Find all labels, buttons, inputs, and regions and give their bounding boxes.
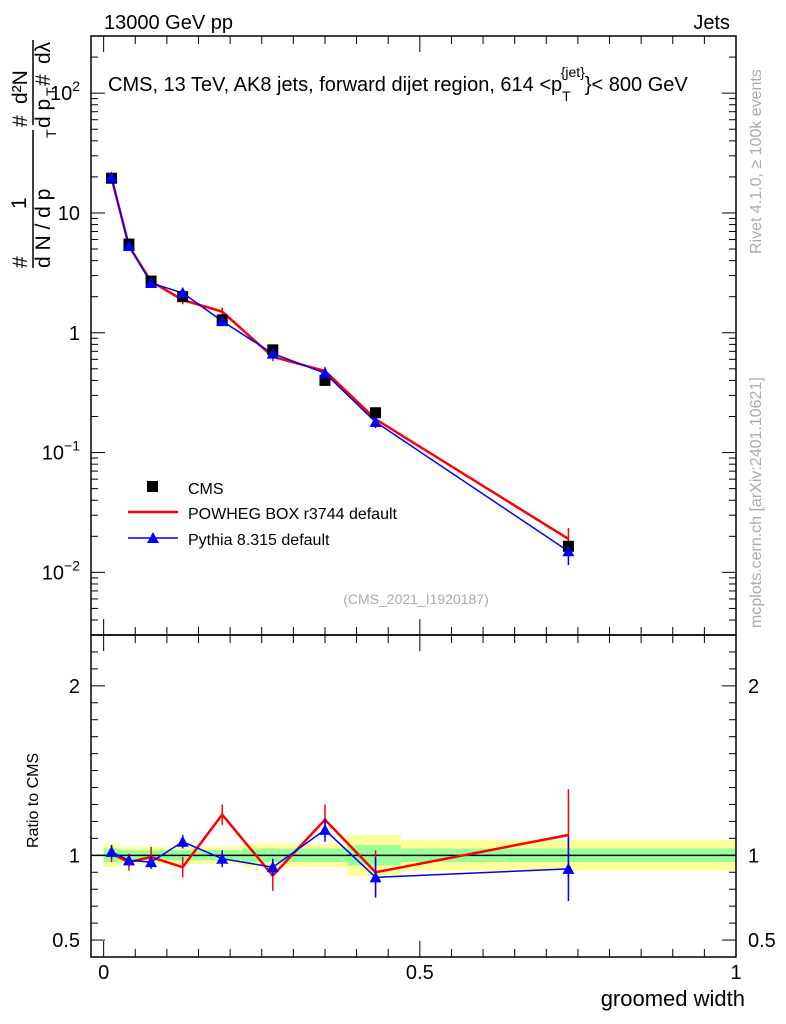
legend-cms-marker	[147, 481, 158, 492]
ratio-pythia-point-5	[266, 861, 279, 873]
ylabel-dn: d N / d p	[32, 189, 55, 268]
main-ytick-label-1: 10−1	[42, 438, 80, 465]
ratio-pythia-point-6	[318, 823, 331, 835]
ylabel-d2n: d²N	[9, 70, 32, 104]
ylabel-dp: d p	[32, 99, 55, 128]
ratio-ytick-label-left-1: 1	[69, 845, 80, 867]
ratio-ytick-label-left-2: 2	[69, 676, 80, 698]
main-ytick-label-3: 10	[58, 203, 80, 225]
ratio-pythia-point-8	[562, 862, 575, 874]
x-axis-label: groomed width	[601, 986, 745, 1011]
ylabel-hash-2: #	[9, 115, 32, 127]
pythia-point-5	[266, 347, 279, 359]
xtick-label-0: 0	[98, 962, 109, 984]
main-ytick-label-2: 1	[69, 323, 80, 345]
plot-title-sup: {jet}	[561, 64, 585, 80]
plot-title-sub: T	[562, 88, 571, 104]
ratio-y-axis-label: Ratio to CMS	[25, 753, 42, 848]
pythia-point-0	[105, 171, 118, 183]
ratio-ytick-label-right-1: 1	[748, 845, 759, 867]
analysis-id: (CMS_2021_I1920187)	[343, 591, 489, 607]
cms-point-7	[370, 407, 382, 419]
legend-powheg-label: POWHEG BOX r3744 default	[188, 506, 398, 523]
plot-title-tail: }< 800 GeV	[585, 74, 689, 96]
pythia-point-3	[176, 286, 189, 298]
main-line-powheg	[110, 177, 570, 541]
ratio-ytick-label-right-2: 2	[748, 676, 759, 698]
pythia-point-7	[369, 415, 382, 427]
pythia-point-6	[318, 367, 331, 379]
category-label: Jets	[693, 12, 730, 34]
pythia-point-1	[122, 239, 135, 251]
ratio-pythia-point-7	[369, 871, 382, 883]
xtick-label-2: 1	[730, 962, 741, 984]
ylabel-dlambda: dλ	[32, 41, 55, 64]
ylabel-one: 1	[8, 197, 31, 209]
ylabel-hash-3: #	[32, 74, 55, 86]
legend-cms-label: CMS	[188, 481, 224, 498]
ratio-pythia-point-4	[216, 852, 229, 864]
ylabel-hash-1: #	[9, 256, 32, 268]
data-series	[105, 171, 575, 902]
pythia-point-4	[216, 315, 229, 327]
main-y-axis-label: # 1 d N / d p T # d p T d²N # dλ	[8, 40, 59, 268]
legend: CMS POWHEG BOX r3744 default Pythia 8.31…	[128, 481, 398, 549]
pythia-point-8	[562, 545, 575, 557]
legend-pythia-label: Pythia 8.315 default	[188, 532, 330, 549]
main-ytick-label-4: 102	[50, 78, 80, 105]
ratio-pythia-point-2	[145, 856, 158, 868]
axes: 10−2 10−1 1 10 102 0.5 0.5 1 1 2 2 0 0.5 1	[42, 35, 776, 984]
energy-label: 13000 GeV pp	[104, 12, 233, 34]
plot-title-main: CMS, 13 TeV, AK8 jets, forward dijet reg…	[108, 74, 562, 96]
ratio-ytick-label-left-0: 0.5	[52, 930, 80, 952]
ratio-pythia-point-0	[105, 845, 118, 857]
ylabel-t-1: T	[43, 129, 59, 138]
pythia-point-2	[145, 277, 158, 289]
xtick-label-1: 0.5	[406, 962, 434, 984]
ratio-ytick-label-right-0: 0.5	[748, 930, 776, 952]
ratio-pythia-point-1	[122, 854, 135, 866]
rivet-version-label: Rivet 4.1.0, ≥ 100k events	[748, 69, 765, 254]
mcplots-label: mcplots.cern.ch [arXiv:2401.10621]	[748, 377, 765, 628]
ratio-pythia-point-3	[176, 835, 189, 847]
cms-point-6	[319, 374, 331, 386]
main-ytick-label-0: 10−2	[42, 557, 80, 584]
ratio-plot-frame	[90, 634, 737, 958]
plot-title: CMS, 13 TeV, AK8 jets, forward dijet reg…	[108, 64, 688, 104]
ylabel-t-2: T	[43, 87, 59, 96]
legend-pythia-marker	[147, 532, 159, 543]
